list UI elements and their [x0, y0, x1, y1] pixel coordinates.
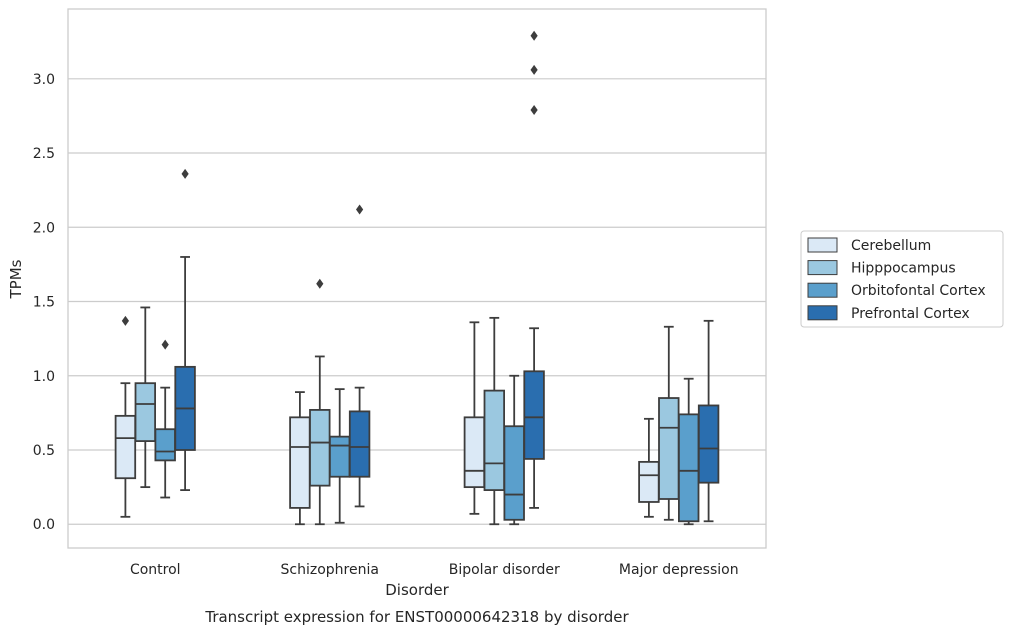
y-axis-title: TPMs: [7, 259, 25, 299]
plot-frame: [67, 8, 767, 549]
outlier-point: [530, 64, 538, 75]
box-hipppocampus: [309, 278, 331, 526]
box-iqr: [348, 410, 371, 478]
y-tick-label: 0.5: [33, 443, 55, 459]
legend: Cerebellum Hipppocampus Orbitofontal Corte…: [800, 230, 1004, 328]
box-iqr: [289, 416, 311, 509]
box-prefrontal-cortex: [174, 168, 196, 491]
chart-title: Transcript expression for ENST0000064231…: [204, 608, 629, 626]
outlier-point: [121, 315, 129, 326]
legend-label: Hipppocampus: [851, 261, 956, 277]
box-orbitofontal-cortex: [328, 388, 351, 524]
box-iqr: [483, 389, 506, 491]
outlier-point: [530, 104, 538, 115]
x-tick-label: Schizophrenia: [281, 562, 379, 578]
x-axis-title: Disorder: [385, 581, 449, 599]
x-tick-labels: Control Schizophrenia Bipolar disorder Majo…: [130, 562, 739, 578]
legend-label: Orbitofontal Cortex: [851, 283, 986, 299]
box-hipppocampus: [658, 325, 680, 521]
box-prefrontal-cortex: [348, 204, 371, 508]
box-iqr: [114, 414, 137, 480]
y-tick-labels: 0.0 0.5 1.0 1.5 2.0 2.5 3.0: [33, 72, 55, 533]
legend-label: Prefrontal Cortex: [851, 306, 970, 322]
outlier-point: [356, 204, 364, 215]
box-orbitofontal-cortex: [503, 374, 525, 526]
box-iqr: [638, 460, 660, 503]
box-iqr: [309, 409, 331, 487]
legend-swatch: [807, 305, 838, 321]
y-tick-label: 1.5: [33, 295, 55, 311]
y-tick-label: 0.0: [33, 517, 55, 533]
y-tick-label: 3.0: [33, 72, 55, 88]
outlier-point: [161, 339, 169, 350]
box-iqr: [463, 416, 486, 489]
box-cerebellum: [289, 391, 311, 526]
box-iqr: [678, 413, 700, 523]
box-cerebellum: [638, 417, 660, 518]
y-tick-label: 2.5: [33, 146, 55, 162]
box-iqr: [503, 425, 525, 521]
legend-swatch: [807, 260, 838, 276]
y-tick-label: 1.0: [33, 369, 55, 385]
legend-swatch: [807, 237, 838, 253]
box-iqr: [523, 370, 545, 460]
y-tick-label: 2.0: [33, 220, 55, 236]
outlier-point: [181, 168, 189, 179]
x-tick-label: Major depression: [619, 562, 739, 578]
box-iqr: [328, 435, 351, 478]
box-hipppocampus: [134, 306, 157, 489]
legend-swatch: [807, 282, 838, 298]
outlier-point: [316, 278, 324, 289]
outlier-point: [530, 30, 538, 41]
box-iqr: [697, 404, 720, 484]
legend-label: Cerebellum: [851, 238, 931, 254]
box-iqr: [134, 382, 157, 442]
box-cerebellum: [114, 315, 137, 518]
box-cerebellum: [463, 321, 486, 515]
box-prefrontal-cortex: [523, 30, 545, 509]
x-tick-label: Control: [130, 562, 181, 578]
box-iqr: [658, 397, 680, 500]
box-iqr: [154, 428, 176, 462]
x-tick-label: Bipolar disorder: [449, 562, 560, 578]
box-prefrontal-cortex: [697, 319, 720, 523]
boxes: [114, 30, 720, 526]
box-orbitofontal-cortex: [154, 339, 176, 499]
legend-frame: [800, 230, 1004, 328]
